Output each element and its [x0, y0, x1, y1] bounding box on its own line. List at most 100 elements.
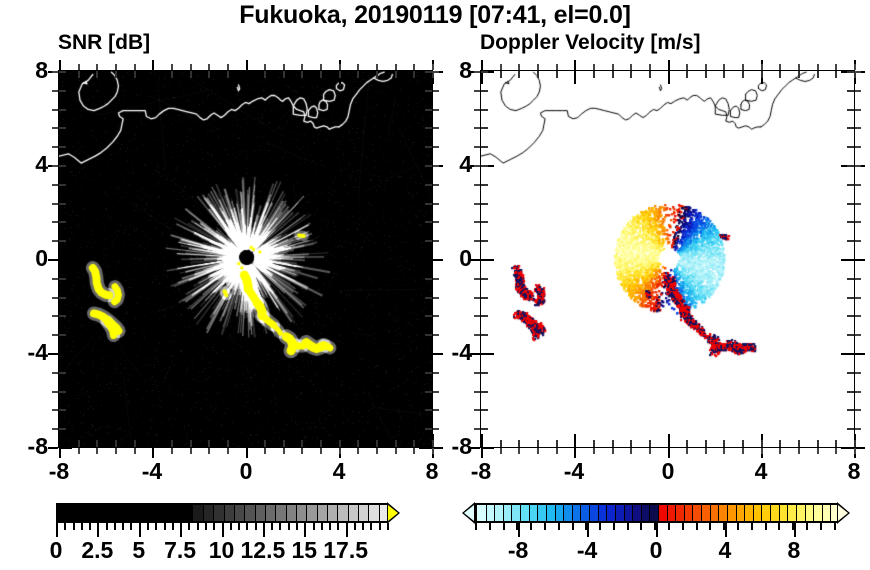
colorbar-segment	[327, 505, 338, 521]
x-minor-tick-out	[761, 448, 763, 454]
colorbar-separator	[306, 505, 307, 521]
y-minor-tick-out	[433, 334, 439, 336]
y-minor-tick-out	[855, 428, 861, 430]
y-major-tick-out	[855, 353, 865, 355]
colorbar-major-tick	[263, 523, 265, 537]
colorbar-separator	[358, 505, 359, 521]
x-minor-tick	[395, 71, 397, 78]
x-minor-tick-out	[227, 64, 229, 70]
colorbar-separator	[667, 505, 668, 521]
x-major-tick-out	[574, 60, 576, 70]
snr-colorbar-body[interactable]	[56, 503, 387, 523]
x-major-tick	[574, 434, 576, 447]
colorbar-separator	[684, 505, 685, 521]
y-minor-tick-out	[433, 184, 439, 186]
x-minor-tick	[500, 71, 502, 78]
colorbar-segment	[224, 505, 235, 521]
y-minor-tick-out	[474, 278, 480, 280]
colorbar-segment	[255, 505, 266, 521]
x-minor-tick	[264, 440, 266, 447]
y-tick-label: 0	[428, 247, 472, 270]
y-minor-tick-out	[433, 240, 439, 242]
colorbar-separator	[520, 505, 521, 521]
y-minor-tick-out	[474, 297, 480, 299]
colorbar-separator	[68, 505, 69, 521]
colorbar-separator	[761, 505, 762, 521]
y-minor-tick	[59, 165, 66, 167]
colorbar-minor-tick	[834, 523, 836, 530]
snr-colorbar[interactable]	[56, 503, 400, 523]
x-minor-tick	[227, 440, 229, 447]
y-minor-tick	[481, 372, 488, 374]
doppler-plot-area[interactable]	[480, 70, 855, 448]
y-minor-tick-out	[52, 146, 58, 148]
colorbar-tick-label: 17.5	[286, 539, 406, 562]
x-minor-tick-out	[705, 64, 707, 70]
colorbar-separator	[632, 505, 633, 521]
y-minor-tick	[481, 428, 488, 430]
y-major-tick-out	[48, 353, 58, 355]
x-major-tick	[152, 434, 154, 447]
x-minor-tick	[357, 440, 359, 447]
y-minor-tick-out	[855, 391, 861, 393]
x-minor-tick-out	[413, 64, 415, 70]
colorbar-minor-tick	[387, 523, 389, 530]
x-minor-tick-out	[612, 448, 614, 454]
x-minor-tick-out	[190, 448, 192, 454]
colorbar-separator	[546, 505, 547, 521]
y-minor-tick	[847, 391, 854, 393]
y-minor-tick-out	[52, 71, 58, 73]
x-minor-tick-out	[723, 64, 725, 70]
x-minor-tick	[779, 71, 781, 78]
colorbar-separator	[511, 505, 512, 521]
x-minor-tick	[817, 440, 819, 447]
x-minor-tick-out	[208, 448, 210, 454]
y-minor-tick-out	[855, 297, 861, 299]
y-minor-tick	[481, 127, 488, 129]
x-minor-tick-out	[134, 448, 136, 454]
colorbar-separator	[255, 505, 256, 521]
y-minor-tick-out	[855, 240, 861, 242]
colorbar-separator	[598, 505, 599, 521]
y-minor-tick	[425, 372, 432, 374]
colorbar-separator	[701, 505, 702, 521]
y-minor-tick	[425, 203, 432, 205]
doppler-colorbar[interactable]	[462, 503, 850, 523]
colorbar-minor-tick	[81, 523, 83, 530]
x-minor-tick-out	[686, 448, 688, 454]
colorbar-separator	[563, 505, 564, 521]
colorbar-separator	[89, 505, 90, 521]
colorbar-minor-tick	[197, 523, 199, 530]
y-minor-tick	[59, 278, 66, 280]
x-major-tick-out	[152, 448, 154, 458]
colorbar-separator	[822, 505, 823, 521]
x-minor-tick-out	[817, 448, 819, 454]
colorbar-major-tick	[139, 523, 141, 537]
y-minor-tick	[481, 221, 488, 223]
y-minor-tick-out	[433, 127, 439, 129]
colorbar-segment	[337, 505, 348, 521]
y-minor-tick	[59, 127, 66, 129]
colorbar-segment	[244, 505, 255, 521]
x-tick-label: -8	[441, 460, 521, 483]
x-minor-tick-out	[96, 64, 98, 70]
y-minor-tick-out	[52, 90, 58, 92]
x-minor-tick-out	[301, 64, 303, 70]
x-minor-tick-out	[835, 64, 837, 70]
y-tick-label: -8	[0, 435, 48, 458]
y-major-tick-out	[48, 259, 58, 261]
colorbar-major-tick	[180, 523, 182, 537]
colorbar-minor-tick	[230, 523, 232, 530]
x-minor-tick	[518, 71, 520, 78]
doppler-colorbar-body[interactable]	[475, 503, 837, 523]
y-minor-tick-out	[474, 391, 480, 393]
colorbar-minor-tick	[246, 523, 248, 530]
colorbar-minor-tick	[147, 523, 149, 530]
snr-plot-area[interactable]	[58, 70, 433, 448]
x-tick-label: -4	[534, 460, 614, 483]
x-minor-tick	[742, 440, 744, 447]
colorbar-separator	[130, 505, 131, 521]
x-minor-tick	[649, 71, 651, 78]
colorbar-major-tick	[346, 523, 348, 537]
colorbar-minor-tick	[73, 523, 75, 530]
